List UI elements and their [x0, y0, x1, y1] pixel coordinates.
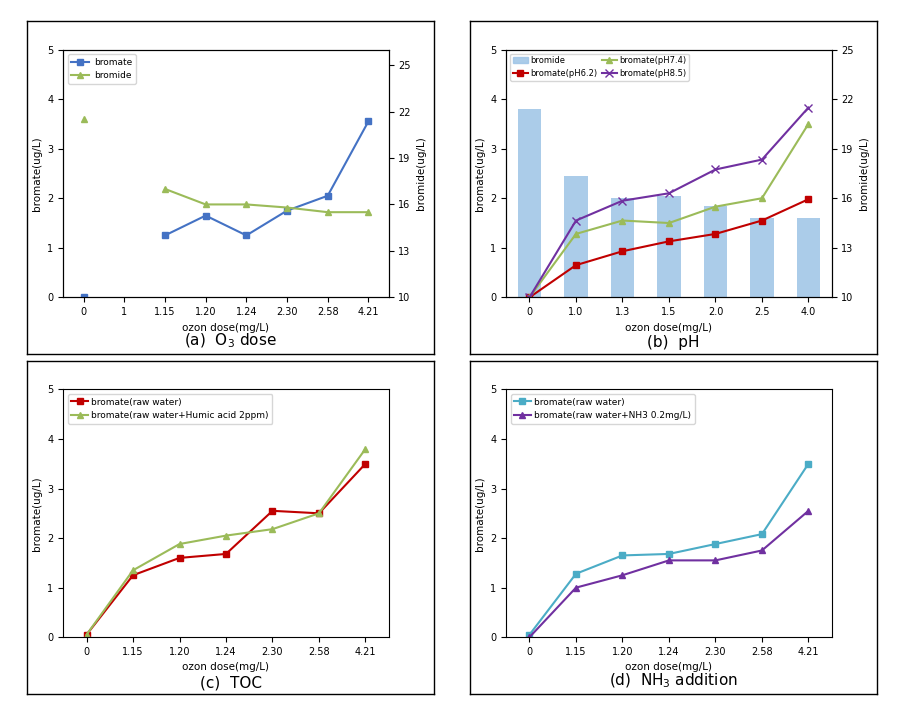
- bromate(pH6.2): [524, 293, 535, 302]
- Y-axis label: bromate(ug/L): bromate(ug/L): [474, 476, 484, 551]
- bromate(raw water): [81, 631, 92, 639]
- bromate(pH6.2): [663, 237, 674, 246]
- bromate(pH7.4): [756, 194, 767, 202]
- Line: bromate(raw water+NH3 0.2mg/L): bromate(raw water+NH3 0.2mg/L): [526, 508, 811, 641]
- Legend: bromate(raw water), bromate(raw water+NH3 0.2mg/L): bromate(raw water), bromate(raw water+NH…: [510, 394, 694, 423]
- Bar: [517, 109, 541, 297]
- Y-axis label: bromide(ug/L): bromide(ug/L): [416, 137, 426, 210]
- bromide: [200, 200, 211, 209]
- bromate(pH8.5): [802, 103, 813, 112]
- bromate(raw water): [709, 539, 720, 548]
- bromate(raw water+NH3 0.2mg/L): [524, 633, 535, 641]
- Y-axis label: bromide(ug/L): bromide(ug/L): [859, 137, 869, 210]
- bromate(raw water+Humic acid 2ppm): [313, 509, 324, 518]
- Y-axis label: bromate(ug/L): bromate(ug/L): [32, 136, 42, 211]
- bromate(pH6.2): [617, 247, 628, 256]
- bromate(raw water): [617, 551, 628, 559]
- bromate(raw water+NH3 0.2mg/L): [756, 547, 767, 555]
- Line: bromate(raw water+Humic acid 2ppm): bromate(raw water+Humic acid 2ppm): [83, 445, 368, 638]
- bromate(raw water+Humic acid 2ppm): [266, 525, 277, 533]
- bromate(pH7.4): [802, 120, 813, 128]
- bromate(raw water+NH3 0.2mg/L): [570, 583, 581, 592]
- bromate(pH6.2): [709, 229, 720, 238]
- bromate: [321, 192, 332, 200]
- Y-axis label: bromate(ug/L): bromate(ug/L): [32, 476, 42, 551]
- X-axis label: ozon dose(mg/L): ozon dose(mg/L): [182, 663, 269, 673]
- bromate(pH7.4): [524, 293, 535, 302]
- bromide: [363, 208, 374, 217]
- bromate(raw water+Humic acid 2ppm): [174, 539, 185, 548]
- bromide: [160, 185, 171, 193]
- bromide: [240, 200, 251, 209]
- X-axis label: ozon dose(mg/L): ozon dose(mg/L): [182, 323, 269, 333]
- bromate(pH7.4): [709, 202, 720, 211]
- bromate(pH7.4): [570, 229, 581, 238]
- bromate: [160, 231, 171, 239]
- X-axis label: ozon dose(mg/L): ozon dose(mg/L): [625, 323, 712, 333]
- X-axis label: ozon dose(mg/L): ozon dose(mg/L): [625, 663, 712, 673]
- Bar: [610, 198, 633, 297]
- Legend: bromate, bromide: bromate, bromide: [68, 54, 135, 84]
- Text: (b)  pH: (b) pH: [647, 336, 699, 350]
- bromate(raw water): [266, 507, 277, 515]
- bromate(raw water+Humic acid 2ppm): [359, 445, 370, 453]
- bromate(raw water+NH3 0.2mg/L): [663, 556, 674, 565]
- bromate(raw water): [359, 459, 370, 468]
- Y-axis label: bromate(ug/L): bromate(ug/L): [474, 136, 484, 211]
- bromate(raw water): [663, 549, 674, 558]
- Bar: [563, 176, 587, 297]
- bromate(pH8.5): [570, 217, 581, 225]
- bromate(raw water+Humic acid 2ppm): [81, 631, 92, 639]
- bromate: [240, 231, 251, 239]
- bromate: [79, 293, 89, 302]
- bromate(raw water): [524, 631, 535, 639]
- bromate(raw water): [174, 554, 185, 562]
- Bar: [656, 196, 680, 297]
- Line: bromate(pH8.5): bromate(pH8.5): [525, 103, 812, 302]
- Bar: [703, 206, 726, 297]
- bromate(raw water+NH3 0.2mg/L): [802, 507, 813, 515]
- bromate: [363, 117, 374, 126]
- bromate(pH8.5): [663, 189, 674, 198]
- bromate(pH6.2): [570, 261, 581, 270]
- bromate(raw water): [313, 509, 324, 518]
- Line: bromate(pH7.4): bromate(pH7.4): [526, 120, 811, 301]
- bromate(raw water): [756, 530, 767, 538]
- Line: bromate(raw water): bromate(raw water): [83, 460, 368, 638]
- Bar: [749, 218, 773, 297]
- Text: (c)  TOC: (c) TOC: [200, 675, 261, 690]
- Legend: bromide, bromate(pH6.2), bromate(pH7.4), bromate(pH8.5): bromide, bromate(pH6.2), bromate(pH7.4),…: [510, 54, 688, 81]
- bromate(pH7.4): [617, 217, 628, 225]
- bromate(raw water+Humic acid 2ppm): [220, 531, 231, 540]
- bromate: [282, 207, 293, 215]
- Legend: bromate(raw water), bromate(raw water+Humic acid 2ppm): bromate(raw water), bromate(raw water+Hu…: [68, 394, 272, 423]
- Line: bromate: bromate: [80, 118, 371, 301]
- bromate(raw water): [570, 569, 581, 578]
- bromate(pH6.2): [802, 195, 813, 203]
- bromate(raw water): [802, 459, 813, 468]
- bromate(raw water): [127, 571, 138, 579]
- bromide: [282, 203, 293, 212]
- bromate(pH8.5): [524, 293, 535, 302]
- bromate(pH8.5): [709, 165, 720, 173]
- bromide: [321, 208, 332, 217]
- bromate(raw water+NH3 0.2mg/L): [617, 571, 628, 579]
- Line: bromide: bromide: [80, 116, 371, 216]
- bromate(raw water): [220, 549, 231, 558]
- bromate(pH6.2): [756, 217, 767, 225]
- bromate(raw water+Humic acid 2ppm): [127, 566, 138, 575]
- Bar: [796, 218, 819, 297]
- Line: bromate(pH6.2): bromate(pH6.2): [526, 195, 811, 301]
- bromate(pH8.5): [756, 155, 767, 164]
- Text: (d)  NH$_3$ addition: (d) NH$_3$ addition: [609, 672, 737, 690]
- bromate(pH8.5): [617, 196, 628, 205]
- bromate(raw water+NH3 0.2mg/L): [709, 556, 720, 565]
- Line: bromate(raw water): bromate(raw water): [526, 460, 811, 638]
- Text: (a)  O$_3$ dose: (a) O$_3$ dose: [184, 332, 276, 350]
- bromate: [200, 211, 211, 219]
- bromate(pH7.4): [663, 219, 674, 227]
- bromide: [79, 115, 89, 123]
